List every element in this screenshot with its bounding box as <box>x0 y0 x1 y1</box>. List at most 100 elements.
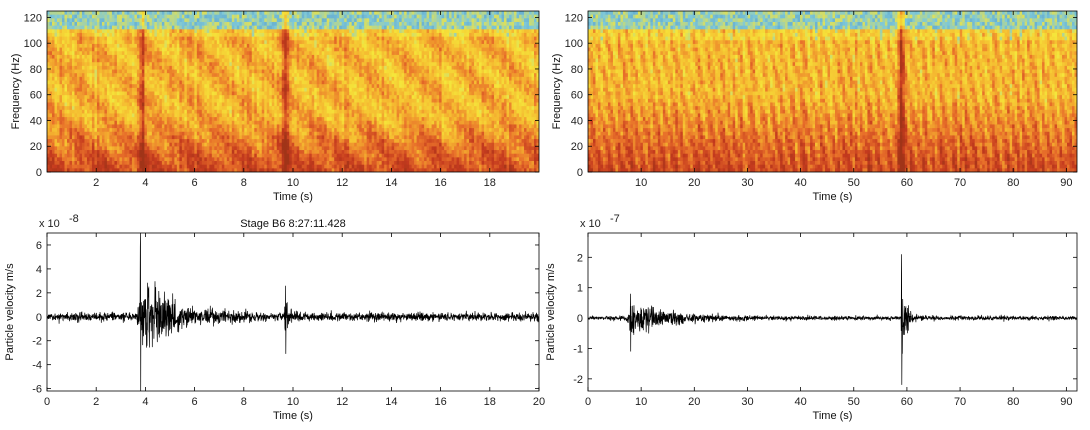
chart-0-cell <box>61 65 65 70</box>
chart-0-cell <box>239 135 243 140</box>
chart-0-cell <box>104 146 108 151</box>
chart-0-cell <box>189 29 193 34</box>
chart-0-cell <box>264 80 268 85</box>
chart-0-cell <box>104 29 108 34</box>
chart-0-cell <box>134 157 138 162</box>
chart-0-cell <box>221 146 225 151</box>
chart-0-cell <box>281 102 285 107</box>
chart-0-cell <box>324 120 328 125</box>
chart-0-cell <box>176 62 180 67</box>
chart-0-cell <box>74 117 78 122</box>
chart-0-cell <box>91 128 95 133</box>
chart-0-cell <box>169 95 173 100</box>
chart-0-cell <box>124 168 128 172</box>
chart-0-cell <box>261 95 265 100</box>
chart-0-cell <box>134 69 138 74</box>
chart-0-cell <box>154 124 158 129</box>
chart-0-cell <box>219 113 223 118</box>
chart-0-cell <box>249 128 253 133</box>
chart-0-cell <box>209 113 213 118</box>
chart-0-cell <box>141 117 145 122</box>
chart-0-cell <box>266 150 270 155</box>
chart-0-cell <box>96 14 100 19</box>
chart-0-cell <box>124 157 128 162</box>
chart-0-cell <box>204 40 208 45</box>
chart-0-cell <box>109 11 113 16</box>
chart-0-cell <box>94 102 98 107</box>
chart-0-cell <box>286 76 290 81</box>
chart-0-cell <box>251 84 255 89</box>
chart-0-cell <box>47 113 50 118</box>
chart-0-cell <box>139 47 143 52</box>
chart-0-cell <box>189 153 193 158</box>
chart-0-cell <box>186 14 190 19</box>
chart-0-cell <box>121 95 125 100</box>
chart-0-cell <box>204 131 208 136</box>
chart-0-cell <box>89 98 93 103</box>
chart-0-cell <box>316 120 320 125</box>
chart-0-cell <box>316 65 320 70</box>
chart-0-cell <box>89 87 93 92</box>
chart-0-cell <box>54 168 58 172</box>
chart-0-cell <box>261 65 265 70</box>
chart-0-cell <box>104 128 108 133</box>
chart-0-cell <box>101 131 105 136</box>
chart-0-cell <box>126 65 130 70</box>
chart-0-cell <box>264 91 268 96</box>
chart-0-cell <box>319 150 323 155</box>
chart-0-cell <box>114 164 118 169</box>
chart-0-cell <box>294 106 298 111</box>
chart-0-cell <box>246 168 250 172</box>
chart-0-cell <box>214 150 218 155</box>
chart-0-cell <box>129 142 133 147</box>
chart-0-cell <box>229 135 233 140</box>
chart-0-cell <box>224 128 228 133</box>
chart-0-cell <box>186 58 190 63</box>
chart-0-cell <box>241 120 245 125</box>
chart-0-cell <box>249 18 253 23</box>
chart-0-cell <box>209 47 213 52</box>
chart-0-cell <box>311 32 315 38</box>
chart-0-cell <box>134 161 138 166</box>
chart-0-cell <box>94 73 98 78</box>
chart-0-cell <box>236 73 240 78</box>
chart-0-cell <box>54 21 58 27</box>
chart-0-cell <box>121 142 125 147</box>
chart-0-cell <box>91 157 95 162</box>
chart-0-cell <box>231 18 235 23</box>
chart-0-cell <box>169 124 173 129</box>
chart-0-cell <box>114 29 118 34</box>
chart-0-cell <box>301 47 305 52</box>
chart-0-cell <box>196 98 200 103</box>
chart-0-cell <box>264 95 268 100</box>
chart-0-cell <box>306 95 310 100</box>
chart-0-cell <box>66 21 70 27</box>
chart-0-cell <box>251 150 255 155</box>
chart-0-cell <box>269 117 273 122</box>
chart-0-cell <box>226 65 230 70</box>
chart-0-cell <box>329 65 333 70</box>
chart-0-cell <box>139 80 143 85</box>
chart-0-cell <box>206 87 210 92</box>
chart-0-cell <box>139 91 143 96</box>
chart-0-cell <box>301 58 305 63</box>
chart-0-cell <box>264 84 268 89</box>
chart-0-cell <box>159 54 163 59</box>
chart-0-cell <box>76 25 80 30</box>
chart-0-cell <box>236 153 240 158</box>
chart-0-cell <box>269 36 273 41</box>
chart-0-cell <box>226 153 230 158</box>
chart-0-cell <box>251 51 255 56</box>
chart-0-cell <box>206 98 210 103</box>
chart-0-cell <box>214 131 218 136</box>
chart-0-cell <box>264 54 268 59</box>
chart-0-cell <box>79 21 83 27</box>
chart-0-cell <box>141 40 145 45</box>
chart-0-cell <box>104 25 108 30</box>
chart-0-cell <box>309 40 313 45</box>
chart-0-cell <box>194 146 198 151</box>
chart-0-cell <box>114 131 118 136</box>
chart-0-cell <box>194 14 198 19</box>
chart-0-cell <box>164 11 168 16</box>
chart-0-cell <box>191 135 195 140</box>
